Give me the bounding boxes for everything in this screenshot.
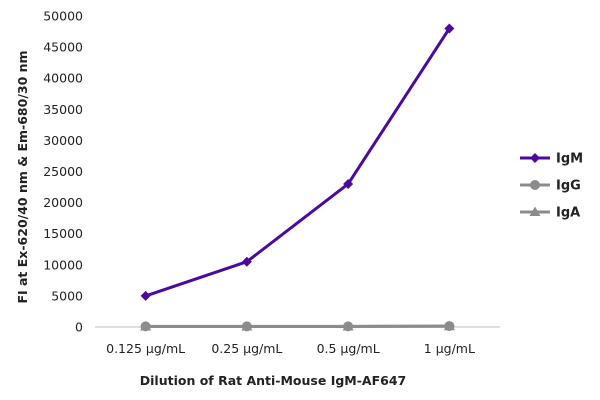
legend-label: IgA — [556, 206, 580, 221]
y-tick-label: 20000 — [43, 195, 83, 210]
series-igg — [140, 321, 455, 332]
data-point-igg — [444, 321, 455, 332]
data-point-igg — [140, 321, 151, 332]
legend-marker — [529, 206, 541, 216]
x-tick-label: 0.25 µg/mL — [211, 341, 282, 356]
data-point-igg — [241, 321, 252, 332]
x-tick-label: 0.5 µg/mL — [317, 341, 380, 356]
legend-marker — [530, 180, 540, 190]
y-tick-label: 40000 — [43, 71, 83, 86]
data-point-igm — [140, 290, 151, 301]
data-point-igg — [343, 321, 354, 332]
x-axis-title: Dilution of Rat Anti-Mouse IgM-AF647 — [140, 373, 406, 388]
y-axis-title: FI at Ex-620/40 nm & Em-680/30 nm — [15, 50, 30, 303]
x-tick-label: 1 µg/mL — [424, 341, 475, 356]
data-point-igm — [444, 23, 455, 34]
data-point-igm — [343, 178, 354, 189]
y-tick-label: 5000 — [51, 288, 83, 303]
y-axis-ticks: 0 5000 10000 15000 20000 25000 30000 35000 40000… — [43, 9, 83, 335]
legend-label: IgG — [556, 179, 581, 194]
x-axis-ticks: 0.125 µg/mL 0.25 µg/mL 0.5 µg/mL 1 µg/mL — [106, 341, 475, 356]
y-tick-label: 15000 — [43, 226, 83, 241]
series-line-igm — [145, 27, 451, 298]
legend-item-igg: IgG — [520, 179, 581, 194]
legend: IgM IgG IgA — [520, 152, 583, 221]
y-tick-label: 50000 — [43, 9, 83, 24]
x-tick-label: 0.125 µg/mL — [106, 341, 185, 356]
y-tick-label: 25000 — [43, 164, 83, 179]
series-igm — [140, 23, 455, 301]
legend-item-igm: IgM — [520, 152, 583, 167]
y-tick-label: 0 — [75, 320, 83, 335]
legend-label: IgM — [556, 152, 583, 167]
y-tick-label: 30000 — [43, 133, 83, 148]
plot-area — [140, 23, 455, 332]
y-tick-label: 10000 — [43, 257, 83, 272]
y-tick-label: 45000 — [43, 40, 83, 55]
legend-marker — [530, 153, 540, 163]
y-tick-label: 35000 — [43, 102, 83, 117]
data-point-igm — [241, 256, 252, 267]
legend-item-iga: IgA — [520, 206, 580, 221]
